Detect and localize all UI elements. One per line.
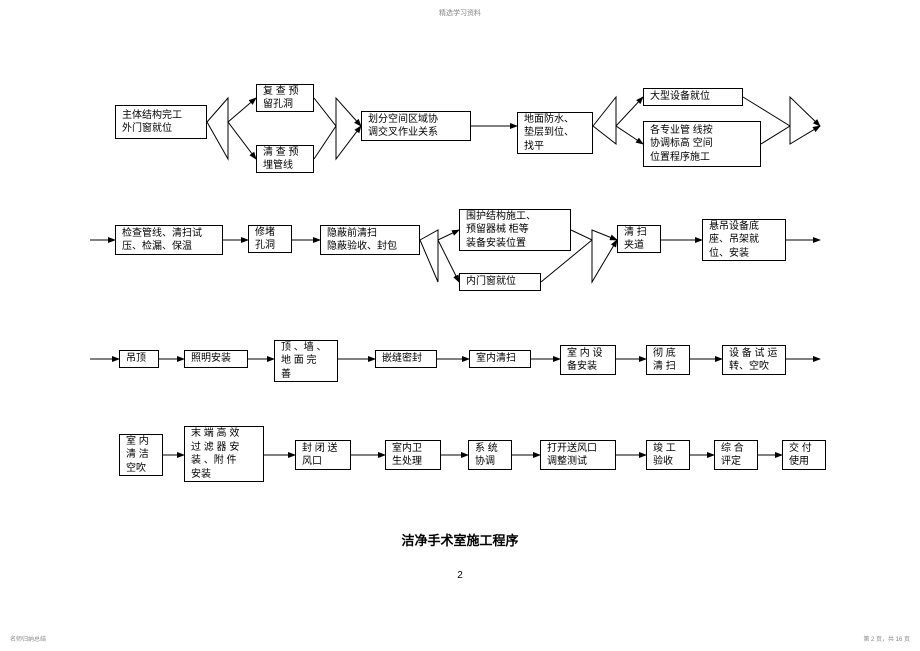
flow-node-n21: 末 端 高 效过 滤 器 安装 、附 件安装 (184, 426, 264, 482)
flow-node-n25: 打开送风口调整测试 (540, 440, 616, 470)
flow-node-n26: 竣 工验收 (646, 440, 690, 470)
flow-node-n15: 嵌缝密封 (375, 350, 437, 368)
flow-node-n14: 顶 、墙 、地 面 完善 (274, 340, 338, 382)
flow-node-n4: 地面防水、垫层到位、找平 (517, 112, 593, 154)
flow-node-n8: 隐蔽前清扫隐蔽验收、封包 (320, 225, 420, 255)
diagram-title: 洁净手术室施工程序 (401, 530, 518, 549)
arrow-layer (0, 0, 920, 651)
flow-node-n3: 划分空间区域协调交叉作业关系 (361, 111, 471, 141)
page-number: 2 (457, 570, 463, 581)
flow-node-n12: 吊顶 (119, 350, 159, 368)
footer-right: 第 2 页，共 16 页 (863, 634, 910, 643)
flow-node-n7: 修堵孔洞 (248, 225, 292, 253)
flow-node-n10: 清 扫夹道 (617, 225, 661, 253)
page-header: 精选学习资料 (439, 8, 481, 18)
flow-node-n20: 室 内清 洁空吹 (119, 434, 163, 476)
flow-node-n9b: 内门窗就位 (459, 273, 541, 291)
flow-node-n22: 封 闭 送风口 (295, 440, 351, 470)
flow-node-n27: 综 合评定 (714, 440, 758, 470)
flow-node-n17: 室 内 设备安装 (560, 345, 616, 375)
flow-node-n16: 室内清扫 (469, 350, 531, 368)
flow-node-n5b: 各专业管 线按协调标高 空间位置程序施工 (643, 121, 761, 167)
flow-node-n9a: 围护结构施工、预留器械 柜等装备安装位置 (459, 209, 571, 251)
flow-node-n2a: 复 查 预留孔洞 (256, 84, 314, 112)
flow-node-n13: 照明安装 (184, 350, 248, 368)
flow-node-n6: 检查管线、清扫试压、检漏、保温 (115, 225, 223, 255)
flow-node-n5a: 大型设备就位 (643, 88, 743, 106)
flow-node-n23: 室内卫生处理 (385, 440, 441, 470)
footer-left: 名师归纳总结 (10, 634, 46, 643)
flow-node-n28: 交 付使用 (782, 440, 826, 470)
flow-node-n18: 彻 底清 扫 (646, 345, 690, 375)
flow-node-n2b: 清 查 预埋管线 (256, 145, 314, 173)
flow-node-n11: 悬吊设备底座、吊架就位、安装 (702, 219, 786, 261)
flow-node-n19: 设 备 试 运转、空吹 (722, 345, 786, 375)
flow-node-n1: 主体结构完工外门窗就位 (115, 105, 207, 139)
flow-node-n24: 系 统协调 (468, 440, 512, 470)
